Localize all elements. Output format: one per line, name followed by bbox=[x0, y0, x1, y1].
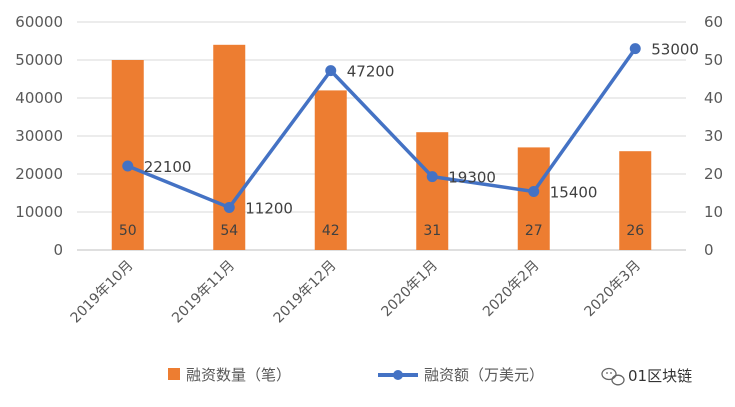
line-point bbox=[426, 171, 438, 183]
y-right-tick-label: 0 bbox=[704, 241, 714, 259]
bar-value-label: 31 bbox=[423, 223, 441, 239]
bar-series: 50 54 42 31 27 26 bbox=[111, 44, 652, 251]
right-axis: 0 10 20 30 40 50 60 bbox=[704, 13, 723, 259]
x-tick-label: 2019年10月 bbox=[68, 258, 137, 327]
line-point bbox=[122, 160, 134, 172]
y-right-tick-label: 50 bbox=[704, 51, 723, 69]
y-left-tick-label: 30000 bbox=[15, 127, 63, 145]
bar-value-label: 50 bbox=[119, 223, 137, 239]
line-point bbox=[325, 65, 337, 77]
line-point bbox=[528, 185, 540, 197]
left-axis: 0 10000 20000 30000 40000 50000 60000 bbox=[15, 13, 63, 259]
bar bbox=[314, 90, 347, 251]
bar-value-label: 26 bbox=[626, 223, 644, 239]
bar bbox=[619, 151, 652, 250]
legend-line-label: 融资额（万美元） bbox=[424, 366, 544, 384]
y-right-tick-label: 40 bbox=[704, 89, 723, 107]
bar bbox=[517, 147, 550, 250]
y-left-tick-label: 20000 bbox=[15, 165, 63, 183]
legend-bar-label: 融资数量（笔） bbox=[186, 366, 291, 384]
line-value-label: 19300 bbox=[448, 169, 496, 187]
x-tick-label: 2019年12月 bbox=[271, 258, 340, 327]
bar-value-label: 27 bbox=[525, 223, 543, 239]
x-axis-ticks: 2019年10月 2019年11月 2019年12月 2020年1月 2020年2月 20… bbox=[68, 258, 644, 327]
wechat-icon bbox=[601, 367, 625, 386]
y-left-tick-label: 10000 bbox=[15, 203, 63, 221]
bar bbox=[416, 132, 449, 250]
y-left-tick-label: 40000 bbox=[15, 89, 63, 107]
legend-bar-swatch bbox=[168, 368, 180, 380]
x-tick-label: 2020年2月 bbox=[480, 258, 543, 321]
bar-value-label: 54 bbox=[220, 223, 238, 239]
y-left-tick-label: 60000 bbox=[15, 13, 63, 31]
y-left-tick-label: 0 bbox=[53, 241, 63, 259]
watermark-text: 01区块链 bbox=[628, 367, 692, 385]
line-series: 22100 11200 47200 19300 15400 53000 bbox=[122, 41, 699, 217]
line-value-label: 47200 bbox=[347, 63, 395, 81]
legend: 融资数量（笔） 融资额（万美元） bbox=[168, 366, 544, 384]
line-point bbox=[223, 201, 235, 213]
y-right-tick-label: 10 bbox=[704, 203, 723, 221]
line-value-label: 11200 bbox=[245, 199, 293, 217]
line-value-label: 53000 bbox=[651, 41, 699, 59]
bar bbox=[213, 44, 246, 250]
y-right-tick-label: 20 bbox=[704, 165, 723, 183]
bar bbox=[111, 60, 144, 250]
x-tick-label: 2020年1月 bbox=[378, 258, 441, 321]
x-tick-label: 2019年11月 bbox=[169, 258, 238, 327]
watermark: 01区块链 bbox=[601, 367, 692, 386]
line-value-label: 22100 bbox=[144, 158, 192, 176]
y-right-tick-label: 30 bbox=[704, 127, 723, 145]
line-value-label: 15400 bbox=[550, 183, 598, 201]
line-path bbox=[127, 47, 637, 210]
gridlines bbox=[77, 21, 686, 251]
legend-line-marker bbox=[393, 370, 403, 380]
x-tick-label: 2020年3月 bbox=[581, 258, 644, 321]
line-point bbox=[629, 43, 641, 55]
y-right-tick-label: 60 bbox=[704, 13, 723, 31]
bar-value-label: 42 bbox=[322, 223, 340, 239]
y-left-tick-label: 50000 bbox=[15, 51, 63, 69]
